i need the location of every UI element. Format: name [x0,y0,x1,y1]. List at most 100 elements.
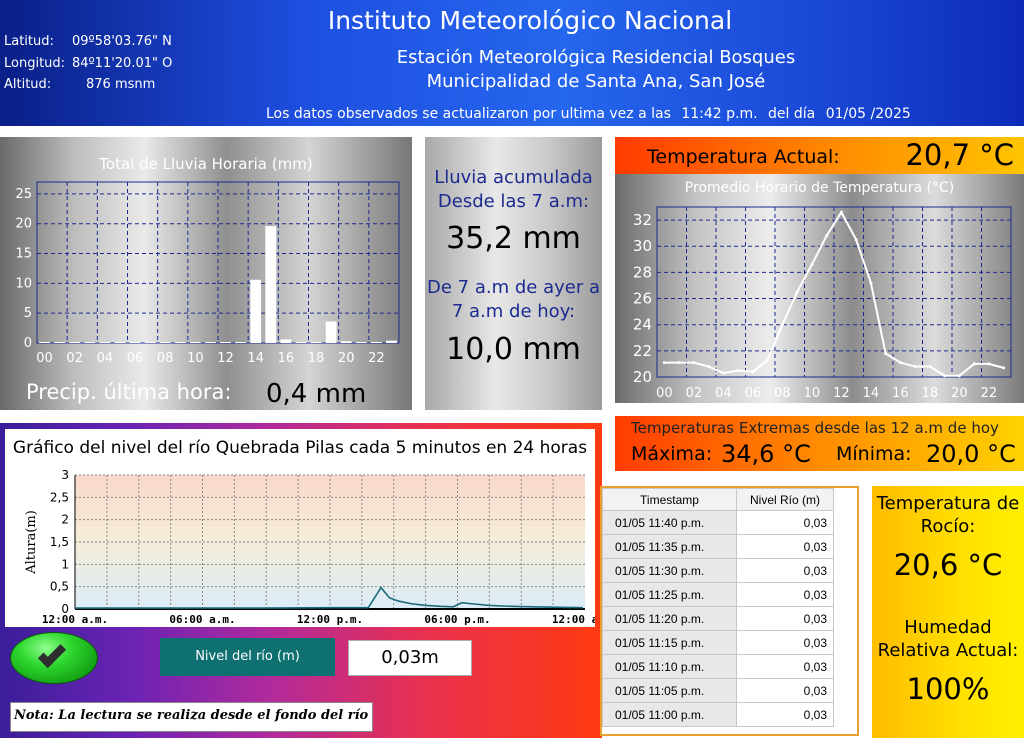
rain-y-tick-label: 0 [24,336,32,351]
timestamp-cell: 01/05 11:35 p.m. [602,534,737,559]
rain-bar [189,342,201,343]
temp-point [869,281,873,285]
rain-bar [280,339,292,343]
min-temp-value: 20,0 °C [926,440,1016,468]
temp-x-tick-label: 10 [804,386,821,401]
temp-point [928,365,932,369]
temp-x-tick-label: 18 [922,386,939,401]
rain-x-tick-label: 10 [187,351,204,366]
hourly-temperature-chart: 20 22 24 26 28 30 32 00 02 04 06 08 10 12 14 16 18 20 22 [633,206,1012,401]
temp-point [884,351,888,355]
timestamp-cell: 01/05 11:15 p.m. [602,630,737,655]
temp-x-tick-label: 16 [892,386,909,401]
timestamp-cell: 01/05 11:30 p.m. [602,558,737,583]
table-row: 01/05 11:10 p.m. 0,03 [602,654,834,679]
temp-point [707,365,711,369]
accum-since-7am-value: 35,2 mm [446,221,581,256]
hourly-rain-chart: 0 5 10 15 20 25 00 02 04 06 08 10 12 14 16 18 20 22 [15,181,400,366]
temp-y-tick-label: 28 [633,263,652,281]
table-header-row: Timestamp Nivel Río (m) [602,488,834,511]
rain-bar [114,342,126,343]
river-level-table-panel[interactable]: Timestamp Nivel Río (m) 01/05 11:40 p.m.… [600,486,859,736]
temp-point [854,238,858,242]
rain-x-tick-label: 22 [368,351,385,366]
river-y-tick-label: 1,5 [50,535,69,549]
rain-x-tick-label: 16 [278,351,295,366]
rain-bar [144,342,156,343]
temperature-extremes-panel: Temperaturas Extremas desde las 12 a.m d… [615,416,1024,471]
level-cell: 0,03 [736,606,834,631]
municipality: Municipalidad de Santa Ana, San José [426,71,766,92]
table-row: 01/05 11:05 p.m. 0,03 [602,678,834,703]
update-date: 01/05 /2025 [825,106,911,122]
update-mid: del día [768,106,816,122]
temp-point [780,323,784,327]
header-banner: Latitud: 09º58'03.76" N Longitud: 84º11'20… [0,0,1024,126]
river-y-tick-label: 2,5 [50,490,69,504]
level-cell: 0,03 [736,558,834,583]
river-y-tick-label: 0 [61,602,69,616]
timestamp-header: Timestamp [602,488,737,511]
temp-y-tick-label: 26 [633,290,652,308]
temp-y-tick-label: 22 [633,342,652,360]
update-info: Los datos observados se actualizaron por… [266,106,917,122]
temp-x-tick-label: 04 [715,386,732,401]
extremes-title: Temperaturas Extremas desde las 12 a.m d… [631,419,999,437]
river-level-button[interactable]: Nivel del río (m) [160,638,335,676]
rain-bar [174,342,186,343]
update-prefix: Los datos observados se actualizaron por… [266,106,671,122]
rain-bar [84,342,96,343]
precip-last-hour-value: 0,4 mm [266,379,367,409]
temp-y-tick-label: 24 [633,316,652,334]
river-y-tick-label: 0,5 [50,580,69,594]
refresh-check-button[interactable] [10,632,98,684]
temp-point [972,362,976,366]
rain-bar [69,342,81,343]
river-y-tick-label: 3 [61,468,69,482]
river-note: Nota: La lectura se realiza desde el fon… [10,702,373,732]
rain-chart-title: Total de Lluvia Horaria (mm) [99,155,313,173]
timestamp-cell: 01/05 11:20 p.m. [602,606,737,631]
temp-y-tick-label: 30 [633,237,652,255]
current-temperature-bar: Temperatura Actual: 20,7 °C [615,137,1024,174]
rain-bar [295,342,307,343]
rain-x-tick-label: 02 [66,351,83,366]
check-icon [37,639,67,669]
temperature-chart-panel: 20 22 24 26 28 30 32 00 02 04 06 08 10 12 14 16 18 20 22 P… [615,174,1024,403]
temp-series-line [664,210,1004,377]
latitude-value: 09º58'03.76" N [72,34,172,49]
rain-bar [205,342,216,343]
rain-y-tick-label: 20 [15,217,32,232]
longitude: Longitud: 84º11'20.01" O [4,56,172,71]
temp-x-tick-label: 20 [951,386,968,401]
update-time: 11:42 p.m. [681,106,758,122]
rain-bar [220,342,231,343]
page-title: Instituto Meteorológico Nacional [327,6,733,35]
table-row: 01/05 11:30 p.m. 0,03 [602,558,834,583]
latitude-label: Latitud: [4,34,54,49]
rain-bar [340,341,352,343]
rain-x-tick-label: 20 [338,351,355,366]
dew-humidity-panel: Temperatura de Rocío: 20,6 °C Humedad Re… [872,486,1024,738]
river-chart-title: Gráfico del nivel del río Quebrada Pilas… [12,438,588,458]
temp-point [662,361,666,365]
rain-bar [310,341,322,343]
longitude-label: Longitud: [4,56,66,71]
temp-point [987,362,991,366]
rain-x-tick-label: 06 [127,351,144,366]
station-name: Estación Meteorológica Residencial Bosqu… [396,47,796,68]
max-temp-value: 34,6 °C [721,440,811,468]
temp-x-tick-label: 12 [833,386,850,401]
river-y-tick-label: 1 [61,557,69,571]
river-x-tick-label: 12:00 a.m. [42,613,108,626]
temp-point [898,361,902,365]
max-temp-label: Máxima: [631,443,713,465]
timestamp-cell: 01/05 11:40 p.m. [602,510,737,535]
table-row: 01/05 11:00 p.m. 0,03 [602,702,834,727]
rain-x-tick-label: 18 [308,351,325,366]
table-row: 01/05 11:40 p.m. 0,03 [602,510,834,535]
rain-bar [99,342,111,343]
altitude-value: 876 msnm [86,77,156,92]
hourly-rain-panel: 0 5 10 15 20 25 00 02 04 06 08 10 12 14 16 18 20 22 Total… [0,137,412,410]
temp-x-tick-label: 00 [656,386,673,401]
